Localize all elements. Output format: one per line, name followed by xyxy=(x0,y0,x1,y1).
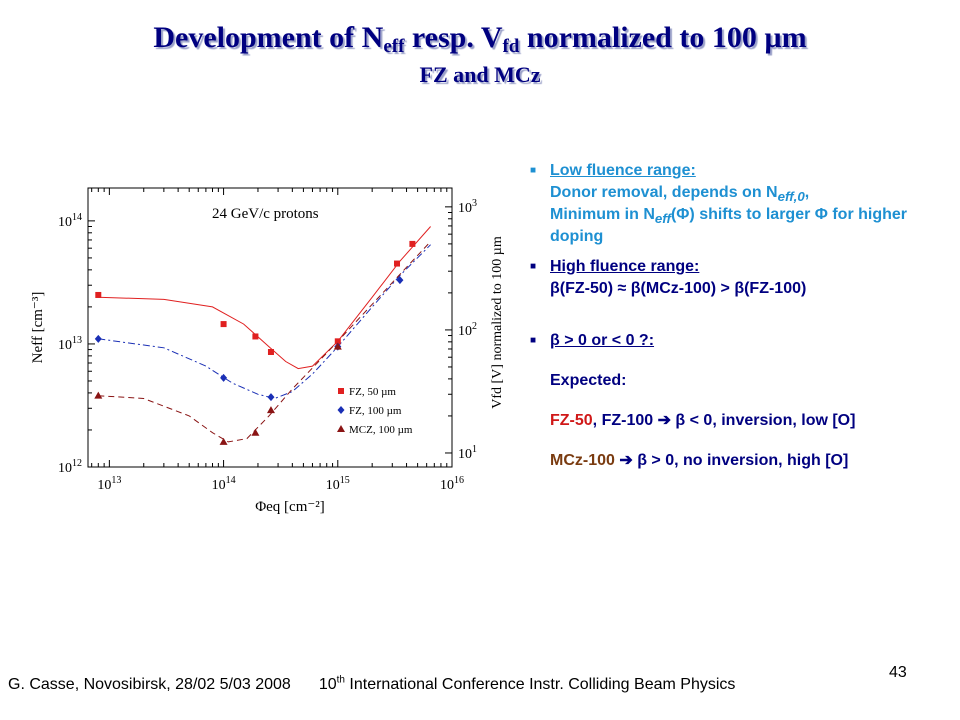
y-axis-label: Neff [cm⁻³] xyxy=(30,292,46,364)
x-tick-label: 1016 xyxy=(440,475,464,493)
low-fluence-heading: Low fluence range: xyxy=(550,162,696,179)
plot-frame xyxy=(87,187,453,468)
bullet-low-fluence: ■ Low fluence range: Donor removal, depe… xyxy=(530,160,955,248)
slide-subtitle: FZ and MCz xyxy=(419,62,541,87)
legend-label: MCZ, 100 µm xyxy=(349,424,413,436)
x-tick-label: 1014 xyxy=(212,475,236,493)
beta-heading: β > 0 or < 0 ?: xyxy=(550,332,655,349)
expected-label: Expected: xyxy=(550,372,627,389)
legend-marker xyxy=(337,425,345,432)
y2-axis-label: Vfd [V] normalized to 100 µm xyxy=(490,236,505,409)
fit-curve xyxy=(98,226,431,370)
footer: G. Casse, Novosibirsk, 28/02 5/03 2008 10… xyxy=(8,674,736,693)
data-point xyxy=(95,291,102,298)
bullet-square-icon: ■ xyxy=(530,335,537,346)
data-point xyxy=(267,393,275,402)
bullet-beta: ■ β > 0 or < 0 ?: Expected: FZ-50, FZ-10… xyxy=(530,330,955,472)
y-tick-label: 1012 xyxy=(58,458,82,476)
data-point xyxy=(219,437,228,445)
data-point xyxy=(394,260,401,267)
y-tick-label: 1013 xyxy=(58,335,82,353)
data-point xyxy=(266,406,275,414)
legend-marker xyxy=(338,388,344,394)
x-axis-label: Φeq [cm⁻²] xyxy=(255,499,325,515)
y2-tick-label: 102 xyxy=(458,321,477,339)
page-number: 43 xyxy=(889,664,907,681)
fit-curve xyxy=(98,241,431,443)
high-fluence-text: β(FZ-50) ≈ β(MCz-100) > β(FZ-100) xyxy=(550,280,807,297)
high-fluence-heading: High fluence range: xyxy=(550,258,700,275)
bullet-list: ■ Low fluence range: Donor removal, depe… xyxy=(530,160,955,472)
x-tick-label: 1015 xyxy=(326,475,350,493)
legend-marker xyxy=(337,406,345,414)
data-point xyxy=(252,333,259,340)
data-point xyxy=(94,334,102,343)
data-point xyxy=(220,321,227,328)
legend-label: FZ, 100 µm xyxy=(349,405,402,417)
data-point xyxy=(333,342,342,350)
footer-author: G. Casse, Novosibirsk, 28/02 5/03 2008 xyxy=(8,676,291,693)
data-point xyxy=(396,276,404,285)
mcz-expectation: MCz-100 ➔ β > 0, no inversion, high [O] xyxy=(550,452,849,469)
bullet-square-icon: ■ xyxy=(530,261,537,272)
data-point xyxy=(251,428,260,436)
bullet-square-icon: ■ xyxy=(530,165,537,176)
legend-label: FZ, 50 µm xyxy=(349,386,396,398)
data-point xyxy=(267,348,274,355)
data-point xyxy=(94,391,103,399)
data-point xyxy=(334,338,341,345)
data-point xyxy=(409,240,416,247)
fit-curve xyxy=(98,244,431,400)
y-tick-label: 1014 xyxy=(58,212,82,230)
neff-vs-fluence-chart: 1013 1014 1015 1016 1012 1013 1014 101 102 103 Φeq… xyxy=(30,187,505,515)
y2-tick-label: 103 xyxy=(458,198,477,216)
slide-title: Development of Neff resp. Vfd normalized… xyxy=(153,21,807,57)
chart-annotation: 24 GeV/c protons xyxy=(212,206,319,222)
fz-expectation: FZ-50, FZ-100 ➔ β < 0, inversion, low [O… xyxy=(550,412,856,429)
y2-tick-label: 101 xyxy=(458,444,477,462)
x-tick-label: 1013 xyxy=(97,475,121,493)
data-point xyxy=(220,373,228,382)
bullet-high-fluence: ■ High fluence range: β(FZ-50) ≈ β(MCz-1… xyxy=(530,256,955,300)
